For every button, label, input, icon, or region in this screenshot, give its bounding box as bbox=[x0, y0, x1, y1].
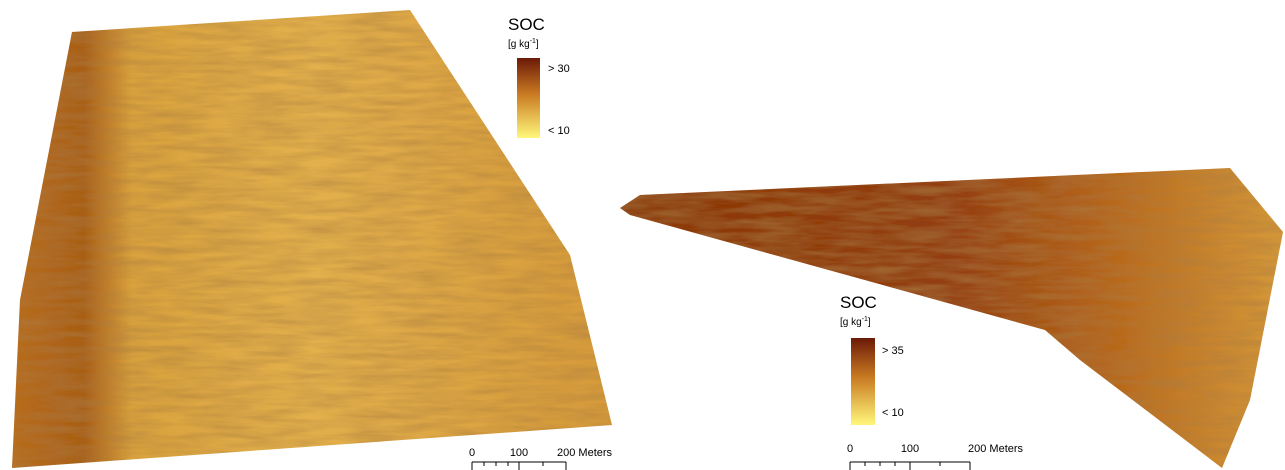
scale-label: 100 bbox=[901, 443, 919, 455]
legend-left: SOC [g kg-1] > 30 < 10 bbox=[508, 15, 570, 138]
legend-unit: [g kg-1] bbox=[508, 38, 539, 50]
legend-high: > 35 bbox=[882, 345, 904, 357]
legend-title: SOC bbox=[508, 15, 545, 34]
scale-label: 100 bbox=[510, 447, 528, 459]
field-right bbox=[620, 168, 1283, 468]
scale-label: 200 Meters bbox=[968, 443, 1024, 455]
scale-label: 0 bbox=[847, 443, 853, 455]
legend-ramp bbox=[517, 58, 540, 138]
unit: [g kg bbox=[840, 317, 862, 328]
scale-right: 0 100 200 Meters bbox=[847, 443, 1024, 470]
legend-low: < 10 bbox=[882, 407, 904, 419]
legend-high: > 30 bbox=[548, 63, 570, 75]
scale-label: 200 Meters bbox=[557, 447, 613, 459]
scale-bar bbox=[472, 462, 566, 470]
scale-bar bbox=[850, 462, 970, 470]
legend-low: < 10 bbox=[548, 125, 570, 137]
legend-unit: [g kg-1] bbox=[840, 316, 871, 328]
unit-end: ] bbox=[536, 39, 539, 50]
legend-ramp bbox=[851, 338, 875, 425]
legend-right: SOC [g kg-1] > 35 < 10 bbox=[840, 293, 904, 425]
unit: [g kg bbox=[508, 39, 530, 50]
legend-title: SOC bbox=[840, 293, 877, 312]
map-figure: SOC [g kg-1] > 30 < 10 0 100 200 Meters … bbox=[0, 0, 1285, 470]
unit-end: ] bbox=[868, 317, 871, 328]
scale-left: 0 100 200 Meters bbox=[469, 447, 613, 470]
scale-label: 0 bbox=[469, 447, 475, 459]
